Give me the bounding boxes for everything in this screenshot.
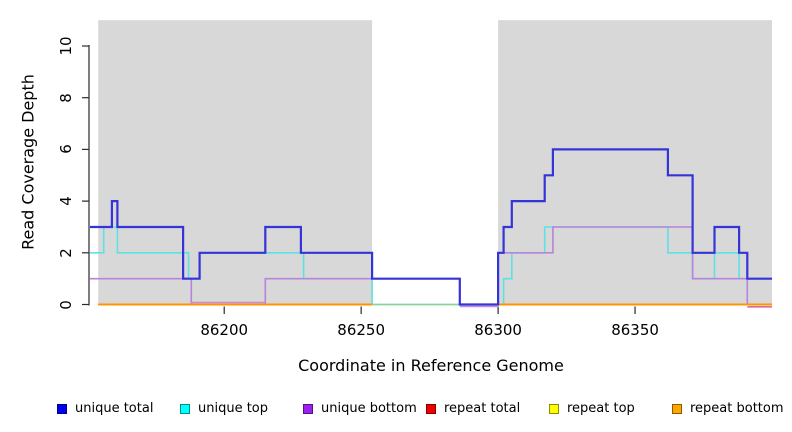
x-tick-label: 86300 xyxy=(474,321,522,339)
x-axis-title: Coordinate in Reference Genome xyxy=(298,356,564,375)
legend-item-unique-top: unique top xyxy=(180,401,268,416)
y-tick-label: 2 xyxy=(57,248,75,258)
legend-label: repeat top xyxy=(567,401,635,416)
x-tick-label: 86250 xyxy=(337,321,386,339)
legend-label: repeat bottom xyxy=(690,401,784,416)
y-tick-label: 8 xyxy=(57,92,75,103)
legend-label: unique top xyxy=(198,401,269,416)
y-tick-label: 4 xyxy=(57,196,75,206)
legend-swatch-icon xyxy=(180,403,190,414)
legend-swatch-icon xyxy=(303,403,313,414)
y-axis-title: Read Coverage Depth xyxy=(18,74,38,250)
y-tick-label: 6 xyxy=(57,144,75,155)
legend-label: repeat total xyxy=(444,401,521,416)
series-unique-total-line xyxy=(90,148,772,306)
legend-item-repeat-total: repeat total xyxy=(426,401,520,416)
y-tick-label: 10 xyxy=(57,36,75,56)
y-tick-label: 0 xyxy=(57,299,75,310)
legend-label: unique bottom xyxy=(321,401,417,416)
legend-item-repeat-top: repeat top xyxy=(549,401,635,416)
repeat-region-right-shade xyxy=(498,20,772,306)
legend-swatch-icon xyxy=(549,403,559,414)
legend-item-unique-total: unique total xyxy=(57,401,153,416)
legend-swatch-icon xyxy=(57,403,67,414)
legend-item-repeat-bottom: repeat bottom xyxy=(672,401,784,416)
legend-item-unique-bottom: unique bottom xyxy=(303,401,417,416)
legend-swatch-icon xyxy=(426,403,436,414)
repeat-region-left-shade xyxy=(98,20,373,306)
x-tick-label: 86350 xyxy=(611,321,659,339)
legend-swatch-icon xyxy=(672,403,682,414)
legend-label: unique total xyxy=(75,401,154,416)
x-tick-label: 86200 xyxy=(200,321,249,339)
